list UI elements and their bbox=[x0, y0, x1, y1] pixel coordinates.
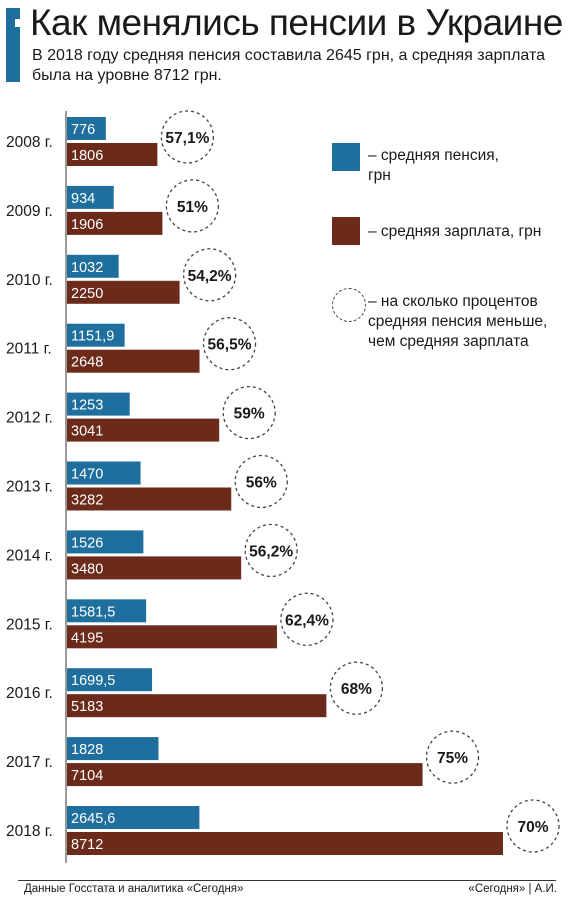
salary-value-label: 3282 bbox=[71, 493, 103, 509]
percent-circle bbox=[234, 454, 288, 509]
salary-value-label: 7104 bbox=[71, 768, 103, 784]
category-label: 2008 г. bbox=[6, 134, 53, 151]
pension-value-label: 1699,5 bbox=[71, 673, 115, 689]
pension-bar bbox=[67, 117, 106, 140]
legend-swatch-pension bbox=[332, 143, 360, 171]
pension-bar bbox=[67, 599, 147, 623]
percent-label: 75% bbox=[437, 750, 468, 767]
pension-value-label: 1151,9 bbox=[71, 329, 114, 345]
pension-bar bbox=[67, 806, 200, 829]
salary-bar bbox=[67, 349, 200, 373]
salary-bar bbox=[67, 832, 503, 855]
chart-subtitle: В 2018 году средняя пенсия составила 264… bbox=[32, 47, 546, 84]
percent-label: 57,1% bbox=[165, 130, 209, 147]
percent-label: 56,5% bbox=[208, 337, 252, 354]
percent-circle bbox=[280, 592, 334, 646]
salary-bar bbox=[67, 211, 163, 235]
salary-value-label: 3041 bbox=[71, 424, 103, 440]
pension-bar bbox=[67, 323, 125, 347]
salary-bar bbox=[67, 625, 277, 649]
salary-bar bbox=[67, 556, 242, 580]
percent-label: 62,4% bbox=[285, 612, 329, 629]
legend-label-salary: – средняя зарплата, грн bbox=[368, 223, 542, 240]
percent-circle bbox=[425, 730, 480, 784]
pension-value-label: 776 bbox=[71, 122, 95, 138]
salary-value-label: 2250 bbox=[71, 286, 103, 302]
percent-circle bbox=[160, 110, 215, 164]
salary-bar bbox=[67, 694, 327, 718]
pension-value-label: 1828 bbox=[71, 742, 103, 758]
footer-credit: «Сегодня» | А.И. bbox=[468, 883, 557, 895]
pension-value-label: 1470 bbox=[71, 467, 103, 483]
pension-bar bbox=[67, 737, 159, 761]
percent-label: 51% bbox=[177, 199, 208, 216]
pension-bar bbox=[67, 185, 114, 209]
footer-source: Данные Госстата и аналитика «Сегодня» bbox=[24, 883, 244, 895]
salary-bar bbox=[67, 143, 158, 166]
pension-value-label: 1581,5 bbox=[71, 604, 115, 620]
salary-value-label: 2648 bbox=[71, 355, 103, 371]
percent-circle bbox=[202, 317, 257, 371]
category-label: 2017 г. bbox=[6, 754, 53, 771]
pension-bar bbox=[67, 254, 119, 278]
pension-bar bbox=[67, 530, 144, 554]
salary-value-label: 1806 bbox=[71, 148, 103, 164]
salary-value-label: 1906 bbox=[71, 217, 103, 233]
pension-value-label: 1032 bbox=[71, 260, 103, 276]
legend-swatch-salary bbox=[332, 217, 360, 245]
category-label: 2016 г. bbox=[6, 685, 53, 702]
percent-label: 70% bbox=[517, 819, 548, 836]
percent-circle bbox=[329, 661, 384, 715]
percent-label: 56,2% bbox=[249, 543, 293, 560]
category-label: 2011 г. bbox=[6, 341, 52, 358]
salary-value-label: 5183 bbox=[71, 699, 103, 715]
salary-bar bbox=[67, 418, 220, 442]
pension-value-label: 2645,6 bbox=[71, 811, 115, 827]
category-label: 2014 г. bbox=[6, 547, 53, 564]
footer-divider bbox=[18, 880, 556, 881]
salary-value-label: 3480 bbox=[71, 561, 103, 577]
legend-percent-circle bbox=[332, 288, 366, 322]
salary-bar bbox=[67, 487, 232, 511]
category-label: 2009 г. bbox=[6, 203, 53, 220]
percent-circle bbox=[182, 248, 237, 302]
percent-label: 54,2% bbox=[188, 268, 232, 285]
legend-label-pension: – средняя пенсия, грн bbox=[368, 147, 499, 184]
legend-label-percent: – на сколько процентов средняя пенсия ме… bbox=[368, 293, 548, 350]
accent-notch bbox=[15, 19, 23, 27]
pension-bar bbox=[67, 461, 141, 485]
pension-bar bbox=[67, 668, 153, 692]
category-label: 2015 г. bbox=[6, 616, 53, 633]
pension-value-label: 1526 bbox=[71, 535, 103, 551]
salary-bar bbox=[67, 763, 423, 787]
pension-value-label: 934 bbox=[71, 191, 95, 207]
category-label: 2012 г. bbox=[6, 410, 53, 427]
percent-circle bbox=[506, 799, 560, 853]
salary-bar bbox=[67, 280, 180, 304]
percent-label: 68% bbox=[341, 681, 372, 698]
percent-circle bbox=[165, 179, 220, 233]
percent-circle bbox=[244, 523, 298, 578]
salary-value-label: 4195 bbox=[71, 630, 103, 646]
category-label: 2010 г. bbox=[6, 272, 53, 289]
percent-label: 56% bbox=[246, 475, 277, 492]
salary-value-label: 8712 bbox=[71, 837, 103, 853]
chart-title: Как менялись пенсии в Украине bbox=[30, 2, 563, 43]
percent-circle bbox=[222, 385, 276, 440]
pension-bar bbox=[67, 392, 130, 416]
pension-value-label: 1253 bbox=[71, 398, 103, 414]
category-label: 2013 г. bbox=[6, 479, 53, 496]
category-label: 2018 г. bbox=[6, 823, 53, 840]
percent-label: 59% bbox=[234, 406, 265, 423]
accent-bar bbox=[6, 8, 23, 82]
